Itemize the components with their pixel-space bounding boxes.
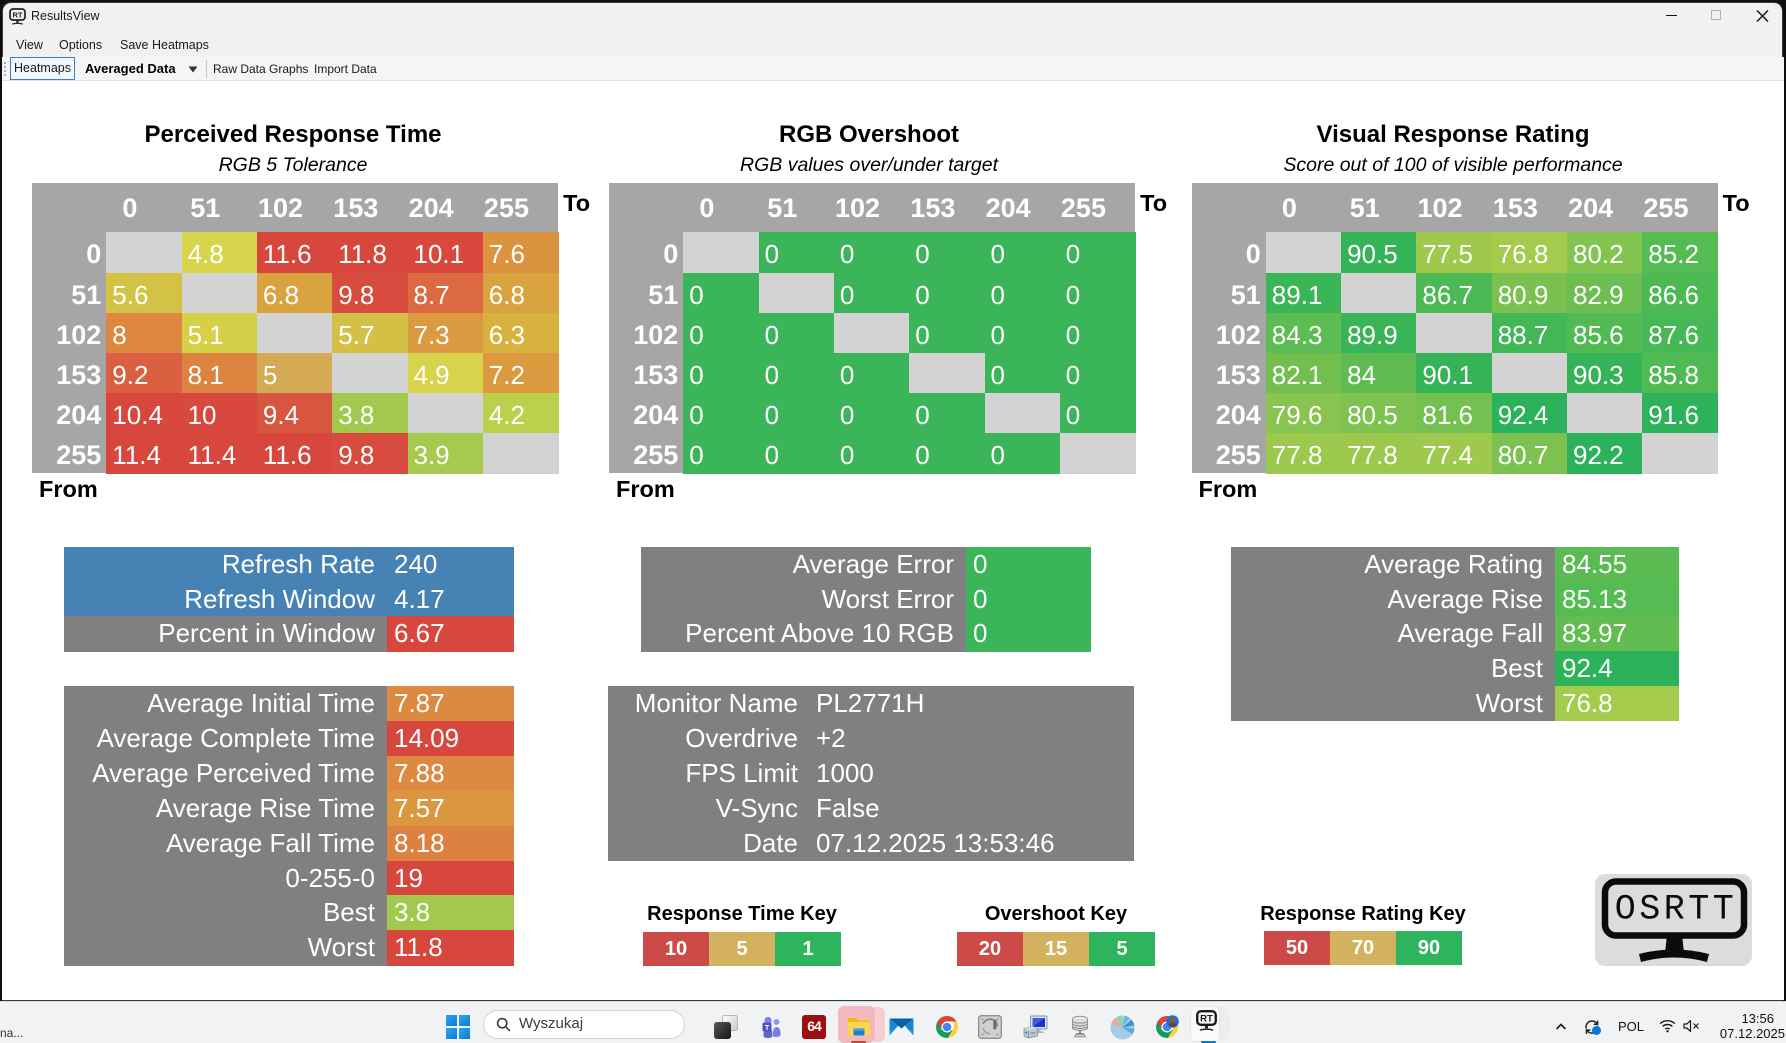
svg-text:RT: RT (13, 10, 23, 19)
svg-text:T: T (765, 1023, 770, 1032)
svg-text:OSRTT: OSRTT (1615, 890, 1738, 930)
svg-text:RT: RT (1200, 1014, 1213, 1025)
